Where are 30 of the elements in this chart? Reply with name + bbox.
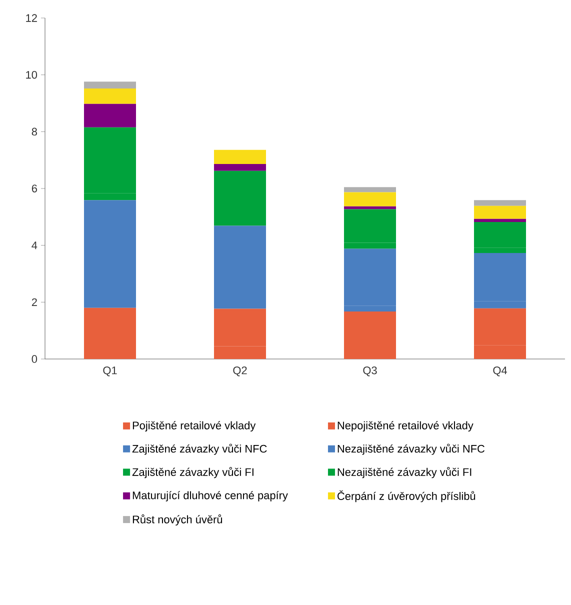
bar xyxy=(474,200,526,206)
bar xyxy=(84,82,136,88)
legend-label: Růst nových úvěrů xyxy=(132,514,222,526)
y-tick-label: 2 xyxy=(32,298,37,306)
legend-label: Čerpání z úvěrových příslibů xyxy=(338,490,476,502)
bar xyxy=(474,206,526,219)
legend-label: Zajištěné závazky vůči FI xyxy=(132,467,254,478)
legend-label: Nezajištěné závazky vůči NFC xyxy=(338,444,485,455)
legend-label: Pojištěné retailové vklady xyxy=(132,421,256,432)
bar xyxy=(84,104,136,128)
legend-label: Nezajištěné závazky vůči FI xyxy=(338,467,472,478)
x-tick-label: Q2 xyxy=(233,366,247,376)
y-tick-label: 6 xyxy=(32,184,37,192)
y-tick-label: 4 xyxy=(32,242,38,250)
y-tick-label: 12 xyxy=(26,14,37,22)
bar xyxy=(214,164,266,171)
x-tick-label: Q1 xyxy=(103,366,117,376)
y-tick-label: 0 xyxy=(32,355,38,363)
bar xyxy=(214,150,266,164)
legend-label: Maturující dluhové cenné papíry xyxy=(132,491,288,502)
x-tick-label: Q3 xyxy=(363,366,377,376)
bar xyxy=(474,218,526,222)
legend-label: Nepojištěné retailové vklady xyxy=(338,421,474,432)
y-tick-label: 8 xyxy=(32,128,37,136)
y-tick-label: 10 xyxy=(26,70,38,79)
legend-label: Zajištěné závazky vůči NFC xyxy=(132,444,267,455)
bar xyxy=(344,192,396,206)
bar xyxy=(84,88,136,104)
x-tick-label: Q4 xyxy=(493,366,507,376)
bar xyxy=(344,187,396,192)
